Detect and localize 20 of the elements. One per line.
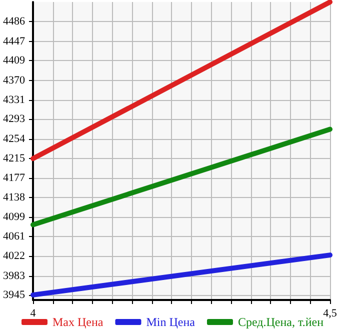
- y-tick-label: 4254: [3, 132, 26, 145]
- y-tick-label: 4486: [3, 16, 26, 28]
- y-tick-label: 4177: [3, 172, 26, 184]
- y-tick-label: 4331: [3, 94, 25, 106]
- y-tick-label: 4409: [3, 54, 26, 67]
- legend-label: Сред.Цена, т.йен: [238, 315, 324, 329]
- x-tick-label: 4: [30, 308, 36, 320]
- y-tick-label: 4370: [3, 74, 26, 86]
- y-tick-label: 4447: [3, 35, 26, 48]
- y-tick-label: 4061: [3, 230, 25, 242]
- legend-label: Min Цена: [146, 315, 196, 329]
- y-tick-label: 4099: [3, 211, 26, 224]
- x-tick-label: 4,5: [323, 308, 338, 320]
- y-tick-label: 3983: [3, 270, 26, 282]
- y-tick-label: 4022: [3, 250, 25, 262]
- y-tick-label: 4138: [3, 191, 26, 204]
- y-tick-label: 3945: [3, 288, 26, 301]
- y-tick-label: 4293: [3, 113, 26, 126]
- legend-label: Max Цена: [52, 315, 104, 329]
- y-tick-label: 4215: [3, 152, 26, 165]
